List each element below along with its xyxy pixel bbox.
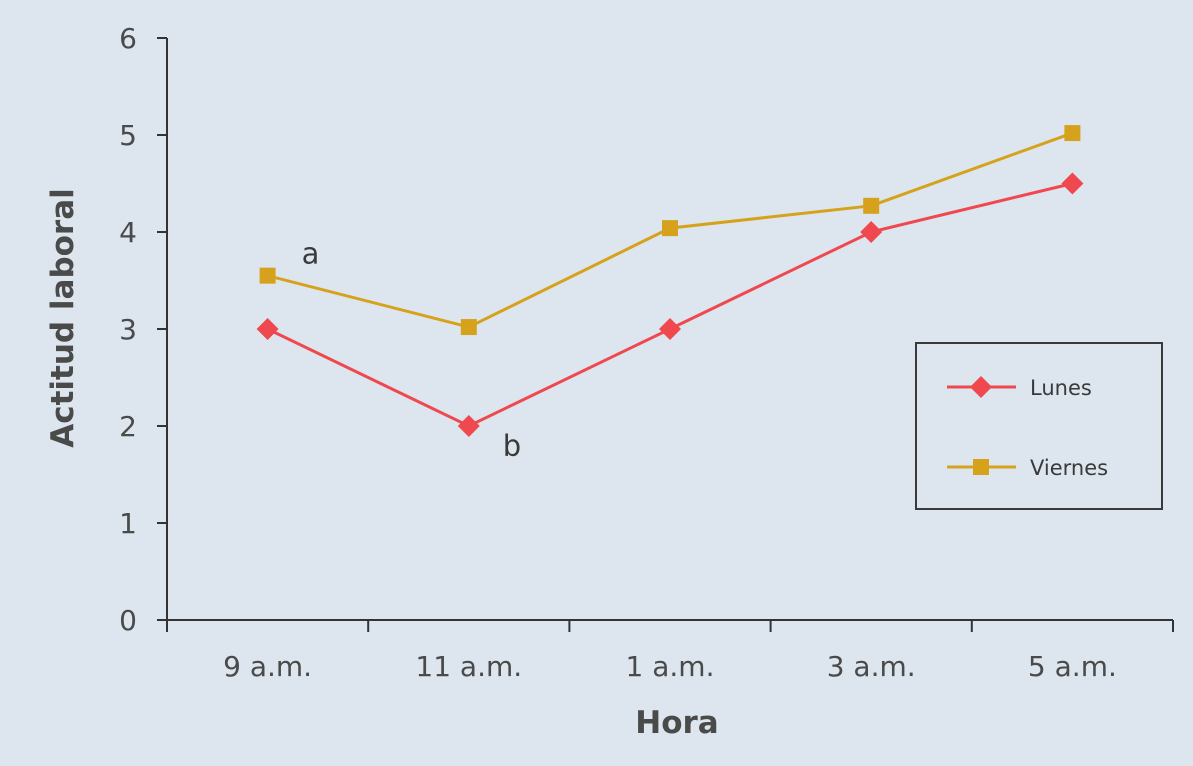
legend-label: Viernes — [1030, 456, 1108, 480]
annotation-label: b — [503, 429, 521, 463]
y-tick-label: 1 — [119, 507, 137, 540]
x-tick-label: 5 a.m. — [1028, 650, 1117, 683]
series-viernes — [259, 125, 1081, 336]
x-tick-label: 1 a.m. — [626, 650, 715, 683]
annotation-label: a — [302, 237, 320, 271]
y-tick-label: 0 — [119, 604, 137, 637]
legend-item: Lunes — [947, 376, 1092, 400]
series-lunes — [256, 172, 1084, 437]
y-tick-label: 6 — [119, 22, 137, 55]
data-point — [457, 415, 480, 437]
data-point — [256, 318, 279, 340]
legend-swatch-marker — [970, 376, 992, 398]
x-tick-label: 9 a.m. — [223, 650, 312, 683]
data-point — [1064, 125, 1081, 142]
data-point — [460, 319, 477, 336]
legend-box — [915, 342, 1163, 510]
y-axis: 0 1 2 3 4 5 6 — [119, 22, 168, 637]
data-point — [659, 318, 681, 340]
data-point — [863, 197, 880, 214]
legend-swatch-marker — [973, 459, 989, 475]
y-axis-title: Actitud laboral — [45, 188, 81, 448]
legend-label: Lunes — [1030, 376, 1092, 400]
data-point — [1061, 172, 1084, 195]
series-layer — [256, 125, 1084, 437]
data-point — [259, 267, 276, 284]
y-tick-label: 4 — [119, 216, 137, 249]
series-line — [266, 182, 1073, 428]
legend-item: Viernes — [947, 456, 1108, 480]
annotation-layer: ab — [302, 237, 522, 463]
x-axis: 9 a.m. 11 a.m. 1 a.m. 3 a.m. 5 a.m. — [166, 619, 1174, 683]
data-point — [860, 221, 883, 243]
data-point — [662, 220, 678, 237]
y-tick-label: 3 — [119, 313, 137, 346]
x-tick-label: 11 a.m. — [415, 650, 522, 683]
y-tick-label: 2 — [119, 410, 137, 443]
x-tick-label: 3 a.m. — [827, 650, 916, 683]
y-tick-label: 5 — [119, 119, 137, 152]
legend: Lunes Viernes — [915, 342, 1163, 510]
x-axis-title: Hora — [635, 705, 718, 741]
